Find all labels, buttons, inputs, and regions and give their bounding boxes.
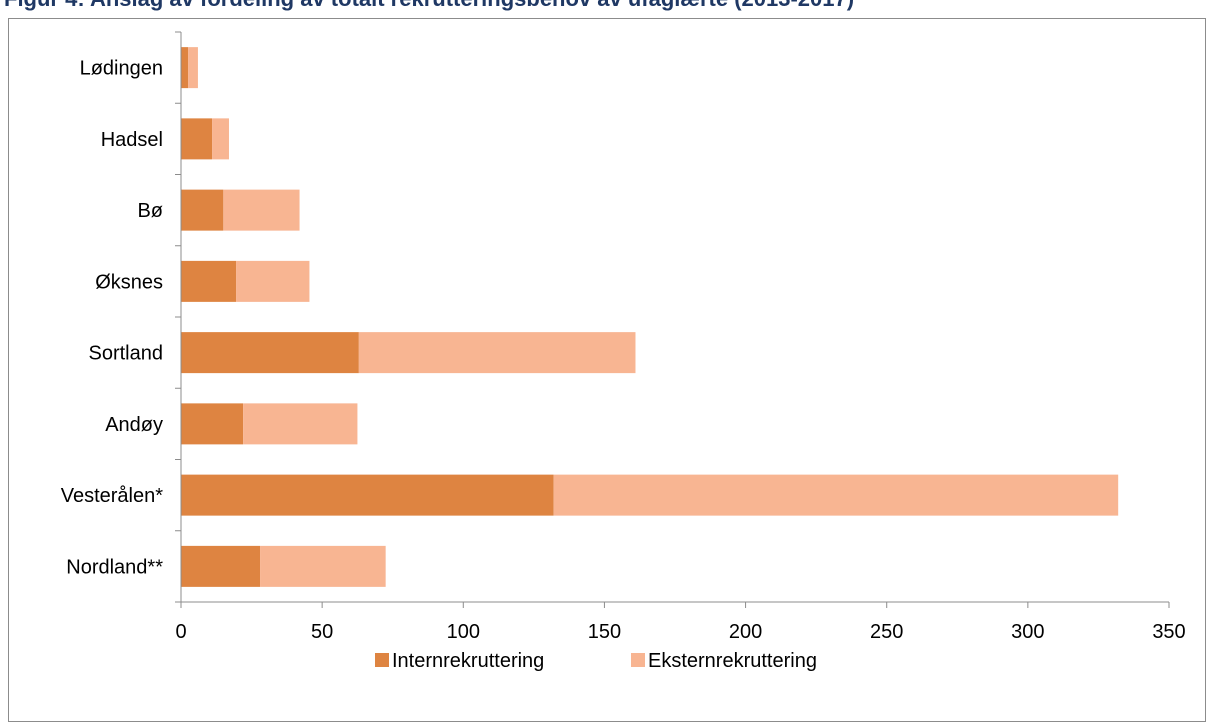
legend: Internrekruttering Eksternrekruttering: [375, 650, 817, 672]
bar-hadsel-internrekruttering: [181, 118, 213, 160]
bar-ksnes-eksternrekruttering: [236, 260, 310, 302]
bar-hadsel-eksternrekruttering: [212, 118, 229, 160]
tick-labels: 0 50 100 150 200 250 300 350: [175, 621, 1185, 643]
axes-group: [175, 31, 1170, 608]
x-tick-label-300: 300: [1011, 621, 1044, 643]
bar-and-y-eksternrekruttering: [243, 403, 358, 445]
bar-sortland-eksternrekruttering: [358, 332, 636, 374]
bar-b-internrekruttering: [181, 189, 224, 231]
x-tick-label-250: 250: [870, 621, 903, 643]
legend-label-eksternrekruttering: Eksternrekruttering: [648, 650, 817, 672]
bar-ksnes-internrekruttering: [181, 260, 237, 302]
x-tick-label-50: 50: [311, 621, 333, 643]
bar-vestera-len-eksternrekruttering: [553, 474, 1119, 516]
bar-l-dingen-eksternrekruttering: [188, 47, 198, 89]
x-tick-label-350: 350: [1152, 621, 1185, 643]
category-label-vestera-len: Vesterålen*: [61, 485, 164, 507]
legend-label-internrekruttering: Internrekruttering: [392, 650, 544, 672]
x-tick-label-200: 200: [729, 621, 762, 643]
category-label-sortland: Sortland: [89, 343, 164, 365]
bar-nordland-eksternrekruttering: [260, 545, 386, 587]
legend-swatch-eksternrekruttering: [631, 653, 645, 667]
bar-nordland-internrekruttering: [181, 545, 261, 587]
category-label-ksnes: Øksnes: [95, 271, 163, 293]
chart-title: Figur 4: Anslag av fordeling av totalt r…: [4, 0, 1204, 12]
bar-sortland-internrekruttering: [181, 332, 359, 374]
bar-b-eksternrekruttering: [223, 189, 300, 231]
category-labels: Lødingen Hadsel Bø Øksnes Sortland Andøy Veste…: [61, 58, 164, 579]
bar-and-y-internrekruttering: [181, 403, 244, 445]
x-tick-label-150: 150: [588, 621, 621, 643]
bar-vestera-len-internrekruttering: [181, 474, 554, 516]
x-tick-label-0: 0: [175, 621, 186, 643]
bar-l-dingen-internrekruttering: [181, 47, 189, 89]
category-label-and-y: Andøy: [105, 414, 163, 436]
bars-group: [181, 47, 1119, 587]
category-label-hadsel: Hadsel: [101, 129, 163, 151]
category-label-nordland: Nordland**: [66, 556, 163, 578]
chart-frame: Lødingen Hadsel Bø Øksnes Sortland Andøy Veste…: [8, 18, 1206, 722]
x-tick-label-100: 100: [447, 621, 480, 643]
category-label-b: Bø: [137, 200, 163, 222]
category-label-l-dingen: Lødingen: [80, 58, 163, 80]
chart-svg: Lødingen Hadsel Bø Øksnes Sortland Andøy Veste…: [61, 31, 1186, 672]
legend-swatch-internrekruttering: [375, 653, 389, 667]
